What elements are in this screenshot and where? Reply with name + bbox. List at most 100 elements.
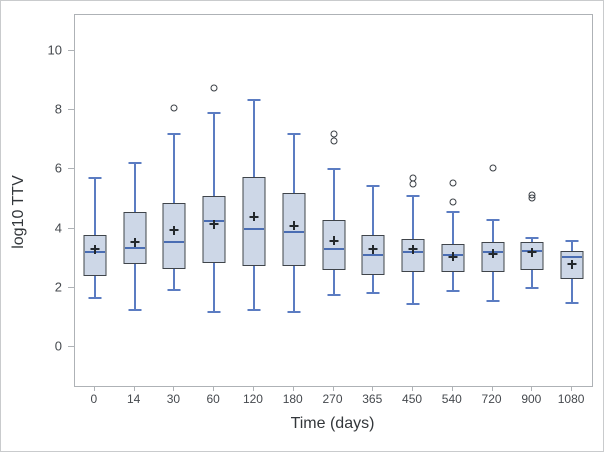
x-tick-label: 14 (126, 392, 141, 406)
upper-whisker (451, 212, 454, 244)
lower-whisker (412, 271, 415, 305)
upper-whisker-cap (167, 132, 181, 135)
iqr-box (83, 234, 107, 277)
median-line (323, 248, 344, 251)
upper-whisker (292, 133, 295, 194)
lower-whisker-cap (486, 300, 500, 303)
x-tick-mark (491, 386, 493, 391)
x-tick-label: 900 (521, 392, 542, 406)
upper-whisker-cap (446, 211, 460, 214)
y-tick-label: 4 (54, 220, 62, 236)
x-tick-mark (372, 386, 374, 391)
x-axis-title: Time (days) (290, 415, 375, 432)
lower-whisker (451, 271, 454, 291)
upper-whisker (412, 196, 415, 240)
lower-whisker-cap (446, 290, 460, 293)
upper-whisker (252, 99, 255, 177)
lower-whisker-cap (327, 294, 340, 297)
lower-whisker (133, 264, 136, 311)
upper-whisker-cap (207, 111, 221, 114)
x-tick-mark (531, 386, 533, 391)
x-tick-label: 0 (90, 392, 98, 406)
upper-whisker (173, 133, 176, 204)
outlier-point (170, 104, 178, 112)
mean-marker (531, 247, 534, 257)
x-tick-label: 720 (481, 392, 502, 406)
mean-marker (451, 252, 454, 262)
outlier-point (489, 164, 497, 172)
lower-whisker (571, 279, 574, 303)
lower-whisker-cap (525, 287, 539, 290)
upper-whisker-cap (247, 98, 261, 101)
lower-whisker (372, 274, 375, 293)
mean-marker (93, 244, 96, 254)
median-line (562, 255, 583, 258)
mean-marker (173, 225, 176, 235)
outlier-point (330, 137, 337, 145)
lower-whisker-cap (128, 309, 142, 312)
mean-marker (571, 259, 574, 269)
y-tick-label: 0 (54, 338, 62, 354)
x-tick-label: 540 (441, 392, 462, 406)
x-tick-mark (292, 386, 294, 391)
plot-area (74, 14, 593, 387)
y-tick-mark (68, 49, 74, 51)
y-tick-label: 8 (54, 101, 62, 117)
x-tick-mark (133, 386, 135, 391)
lower-whisker-cap (167, 288, 181, 291)
y-tick-mark (68, 287, 74, 289)
lower-whisker-cap (366, 291, 380, 294)
upper-whisker-cap (406, 195, 420, 198)
mean-marker (332, 236, 335, 246)
y-tick-label: 6 (54, 160, 62, 176)
lower-whisker (531, 270, 534, 289)
lower-whisker (491, 271, 494, 302)
mean-marker (292, 221, 295, 231)
outlier-point (210, 84, 218, 92)
lower-whisker-cap (406, 303, 420, 306)
iqr-box (162, 203, 186, 269)
x-tick-mark (332, 386, 334, 391)
lower-whisker (332, 270, 335, 296)
x-tick-label: 1080 (557, 392, 585, 406)
x-tick-label: 120 (242, 392, 263, 406)
x-tick-mark (412, 386, 414, 391)
upper-whisker-cap (565, 239, 579, 242)
x-tick-mark (213, 386, 215, 391)
lower-whisker-cap (88, 297, 102, 300)
outlier-point (528, 194, 536, 202)
y-tick-mark (68, 227, 74, 229)
upper-whisker (531, 237, 534, 243)
y-tick-mark (68, 346, 74, 348)
lower-whisker (93, 276, 96, 299)
upper-whisker (213, 112, 216, 197)
upper-whisker-cap (366, 184, 380, 187)
median-line (243, 227, 264, 230)
upper-whisker-cap (327, 168, 340, 171)
lower-whisker (292, 265, 295, 312)
lower-whisker (252, 265, 255, 311)
x-tick-mark (571, 386, 573, 391)
y-tick-mark (68, 108, 74, 110)
outlier-point (449, 198, 457, 206)
mean-marker (372, 244, 375, 254)
upper-whisker (93, 178, 96, 235)
upper-whisker (332, 169, 335, 220)
upper-whisker-cap (88, 177, 102, 180)
lower-whisker (173, 268, 176, 290)
mean-marker (213, 219, 216, 229)
upper-whisker-cap (525, 236, 539, 239)
x-tick-label: 30 (166, 392, 181, 406)
outlier-point (409, 180, 417, 188)
x-tick-label: 365 (362, 392, 383, 406)
upper-whisker-cap (486, 218, 500, 221)
mean-marker (491, 249, 494, 259)
upper-whisker (491, 219, 494, 243)
iqr-box (401, 239, 425, 272)
upper-whisker-cap (287, 132, 301, 135)
upper-whisker (571, 240, 574, 251)
lower-whisker-cap (565, 301, 579, 304)
median-line (124, 246, 145, 249)
x-tick-label: 270 (322, 392, 343, 406)
